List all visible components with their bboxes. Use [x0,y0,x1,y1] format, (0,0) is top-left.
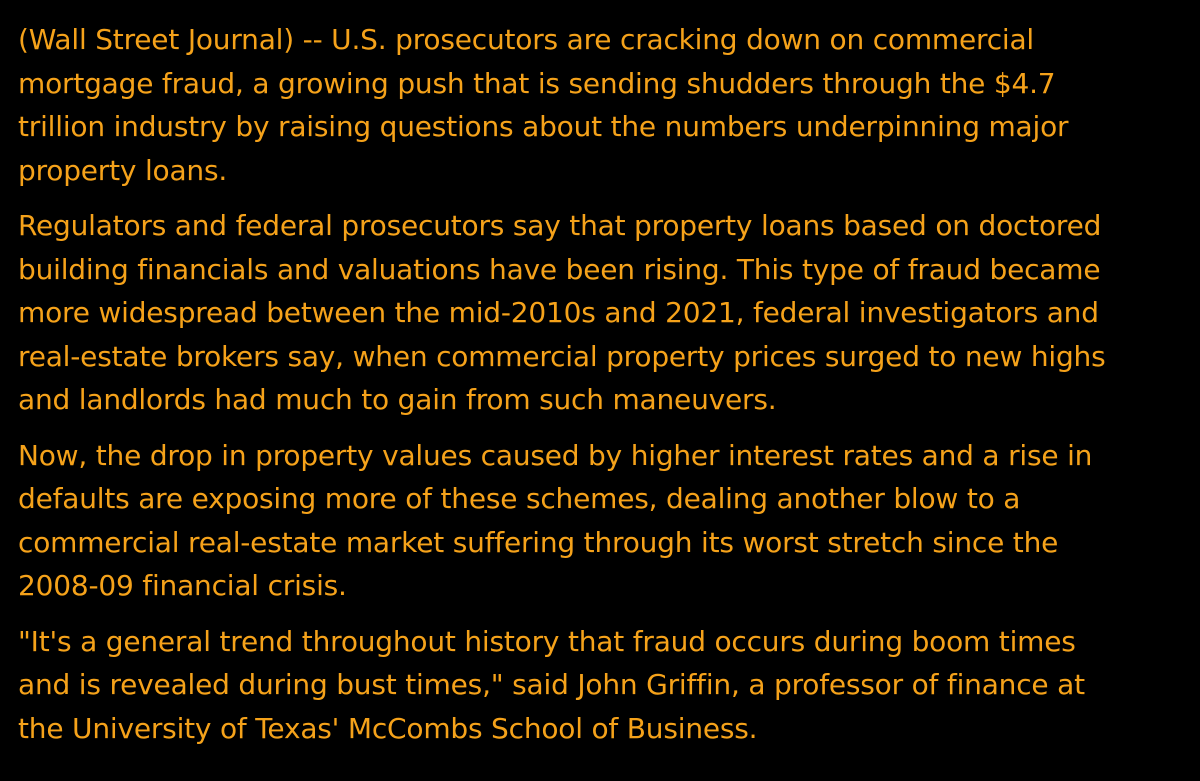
paragraph-3: Now, the drop in property values caused … [18,434,1190,608]
text-line: property loans. [18,153,228,187]
text-line: (Wall Street Journal) -- U.S. prosecutor… [18,23,1035,56]
text-line: Regulators and federal prosecutors say t… [18,209,1102,242]
paragraph-1: (Wall Street Journal) -- U.S. prosecutor… [18,18,1190,192]
text-line: trillion industry by raising questions a… [18,110,1069,143]
text-line: real-estate brokers say, when commercial… [18,339,1106,373]
text-line: commercial real-estate market suffering … [18,525,1059,559]
text-line: and landlords had much to gain from such… [18,383,777,416]
paragraph-4: "It's a general trend throughout history… [18,620,1190,751]
text-line: "It's a general trend throughout history… [18,624,1076,658]
text-line: more widespread between the mid-2010s an… [18,296,1099,329]
text-line: mortgage fraud, a growing push that is s… [18,66,1056,100]
text-line: building financials and valuations have … [18,252,1101,286]
text-line: the University of Texas' McCombs School … [18,711,758,745]
text-line: defaults are exposing more of these sche… [18,482,1021,515]
text-line: 2008-09 financial crisis. [18,569,347,602]
text-line: and is revealed during bust times," said… [18,668,1085,701]
text-line: Now, the drop in property values caused … [18,438,1093,472]
paragraph-2: Regulators and federal prosecutors say t… [18,204,1190,422]
